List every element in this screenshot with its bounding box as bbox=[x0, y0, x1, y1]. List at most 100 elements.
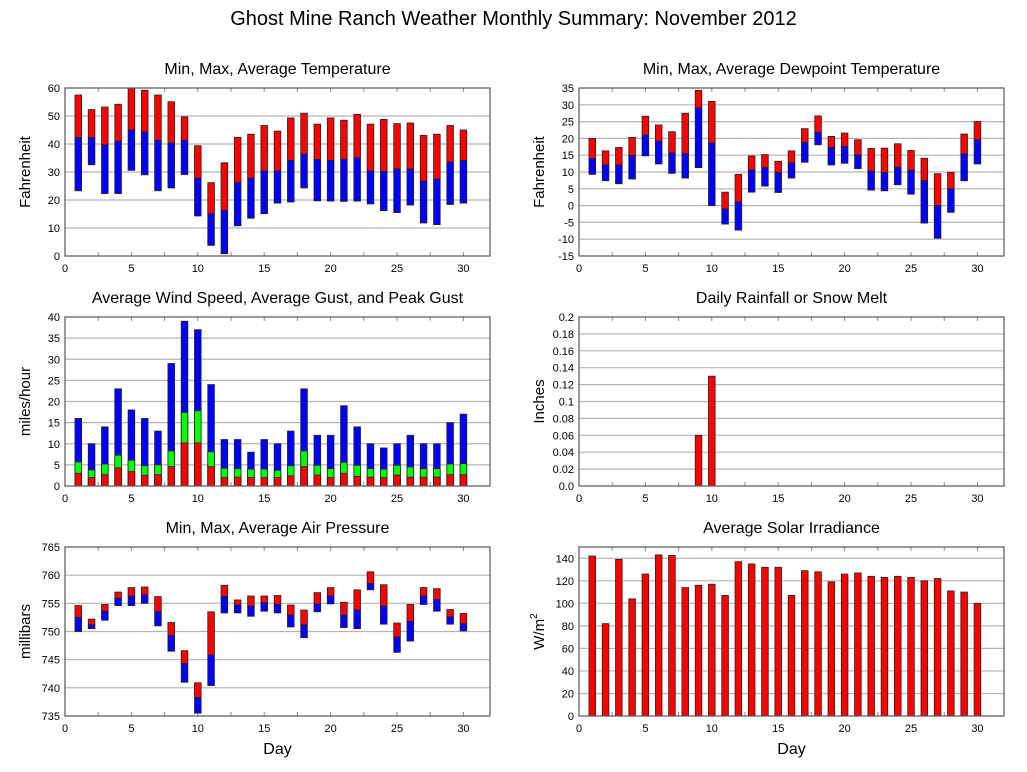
bar-min-segment bbox=[601, 164, 610, 182]
x-tick-label: 0 bbox=[576, 263, 582, 275]
bar-max-segment bbox=[127, 87, 136, 131]
y-tick-label: 0.08 bbox=[553, 413, 574, 425]
bar-average-wind-speed bbox=[393, 474, 401, 487]
bar-max-segment bbox=[353, 113, 361, 159]
bar bbox=[641, 573, 650, 717]
bar-min-segment bbox=[167, 142, 175, 189]
bar-max-segment bbox=[694, 89, 703, 109]
bar-min-segment bbox=[247, 177, 255, 219]
bar-average-wind-speed bbox=[260, 477, 268, 487]
bar-min-segment bbox=[419, 180, 428, 224]
bar-min-segment bbox=[154, 611, 162, 627]
bar-min-segment bbox=[419, 595, 428, 605]
x-tick-label: 15 bbox=[772, 493, 784, 505]
x-tick-label: 20 bbox=[325, 493, 337, 505]
x-tick-label: 15 bbox=[258, 723, 270, 735]
bar-average-wind-speed bbox=[127, 471, 136, 487]
y-tick-label: 35 bbox=[48, 333, 60, 345]
bar-average-wind-speed bbox=[194, 442, 202, 487]
plot-frame bbox=[578, 316, 1005, 487]
bar-max-segment bbox=[894, 143, 902, 168]
bar-max-segment bbox=[933, 173, 942, 206]
chart-title: Min, Max, Average Air Pressure bbox=[166, 520, 390, 537]
bar-max-segment bbox=[326, 117, 335, 161]
bar-min-segment bbox=[433, 598, 441, 612]
bar-max-segment bbox=[74, 605, 83, 618]
y-tick-label: 30 bbox=[562, 100, 574, 112]
x-tick-label: 20 bbox=[839, 493, 851, 505]
bar-average-wind-speed bbox=[406, 476, 415, 487]
bar-average-wind-speed bbox=[87, 477, 96, 487]
bar-max-segment bbox=[180, 116, 189, 141]
x-tick-label: 0 bbox=[576, 723, 582, 735]
bar-min-segment bbox=[933, 205, 942, 239]
bar-min-segment bbox=[87, 137, 96, 166]
plot-frame bbox=[578, 87, 1005, 257]
bar-max-segment bbox=[654, 124, 663, 142]
x-tick-label: 10 bbox=[192, 263, 204, 275]
bar-max-segment bbox=[459, 129, 468, 161]
y-tick-label: 30 bbox=[48, 167, 60, 179]
bar-max-segment bbox=[300, 112, 308, 155]
bar-max-segment bbox=[87, 618, 96, 626]
bar-min-segment bbox=[74, 617, 83, 632]
x-tick-label: 30 bbox=[971, 263, 983, 275]
bar-max-segment bbox=[87, 109, 96, 138]
bar-max-segment bbox=[747, 155, 756, 171]
x-tick-label: 30 bbox=[971, 723, 983, 735]
y-tick-label: 760 bbox=[42, 570, 60, 582]
bar bbox=[628, 598, 636, 717]
x-tick-label: 0 bbox=[62, 493, 68, 505]
bar-max-segment bbox=[433, 133, 441, 180]
chart-solar: Average Solar Irradiance0204060801001201… bbox=[529, 520, 1005, 758]
bar-average-wind-speed bbox=[433, 476, 441, 487]
bar-max-segment bbox=[154, 94, 162, 141]
bar-min-segment bbox=[960, 153, 968, 182]
y-axis-label: miles/hour bbox=[17, 367, 34, 436]
bar-min-segment bbox=[747, 169, 756, 193]
bar-min-segment bbox=[406, 620, 415, 642]
bar-min-segment bbox=[340, 158, 348, 202]
bar-max-segment bbox=[233, 136, 242, 184]
bar-min-segment bbox=[273, 170, 282, 204]
bar-max-segment bbox=[721, 191, 729, 210]
bar-min-segment bbox=[380, 605, 388, 625]
bar-average-wind-speed bbox=[446, 474, 454, 487]
x-tick-label: 25 bbox=[905, 493, 917, 505]
bar-average-wind-speed bbox=[273, 477, 282, 487]
bar-average-wind-speed bbox=[220, 477, 229, 487]
bar-max-segment bbox=[101, 604, 109, 612]
bar-max-segment bbox=[220, 584, 229, 597]
bar-max-segment bbox=[366, 123, 375, 172]
bar-average-wind-speed bbox=[326, 477, 335, 487]
x-tick-label: 20 bbox=[839, 723, 851, 735]
bar-max-segment bbox=[313, 592, 322, 605]
bar-min-segment bbox=[220, 596, 229, 614]
bar-min-segment bbox=[300, 153, 308, 189]
x-tick-label: 30 bbox=[457, 493, 469, 505]
bar bbox=[801, 570, 809, 717]
bar bbox=[708, 583, 716, 717]
bar-min-segment bbox=[101, 144, 109, 194]
bar-max-segment bbox=[194, 145, 202, 179]
chart-temperature: Min, Max, Average Temperature01020304050… bbox=[17, 61, 491, 275]
y-tick-label: 0.0 bbox=[559, 481, 574, 493]
chart-rainfall: Daily Rainfall or Snow Melt 0.0 0.02 0.04 0.… bbox=[531, 290, 1005, 505]
bar bbox=[708, 375, 716, 487]
bar-max-segment bbox=[154, 596, 162, 613]
bar-min-segment bbox=[247, 605, 255, 617]
plot-frame bbox=[64, 316, 491, 487]
bar-min-segment bbox=[167, 635, 175, 652]
y-tick-label: 50 bbox=[48, 111, 60, 123]
x-tick-label: 25 bbox=[905, 263, 917, 275]
x-tick-label: 20 bbox=[839, 263, 851, 275]
bar-max-segment bbox=[127, 587, 136, 597]
x-tick-label: 20 bbox=[325, 723, 337, 735]
x-tick-label: 5 bbox=[642, 493, 648, 505]
bar-min-segment bbox=[300, 624, 308, 639]
bar-max-segment bbox=[588, 137, 597, 159]
bar-min-segment bbox=[154, 139, 162, 192]
chart-title: Min, Max, Average Temperature bbox=[164, 61, 390, 78]
y-tick-label: 10 bbox=[48, 223, 60, 235]
